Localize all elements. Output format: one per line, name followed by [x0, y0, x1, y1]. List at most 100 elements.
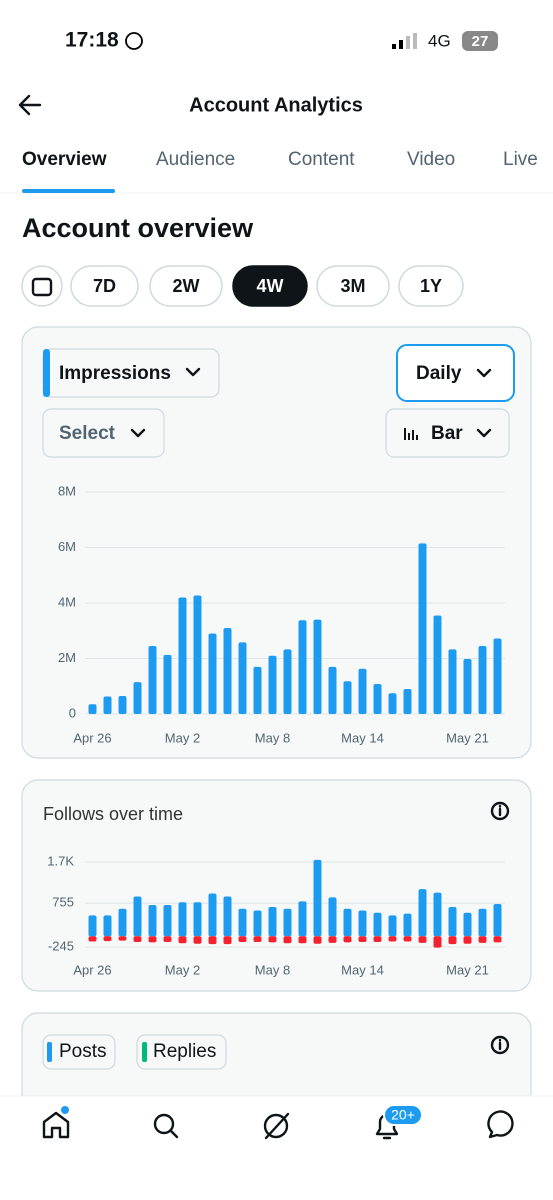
battery-level: 27 — [472, 33, 489, 50]
bar — [118, 936, 127, 941]
clock: 17:18 — [65, 29, 119, 52]
y-tick-label: 2M — [58, 650, 76, 665]
badge — [383, 1104, 423, 1126]
bar — [328, 666, 337, 714]
bar — [403, 689, 412, 714]
bar — [478, 908, 487, 937]
bar — [343, 908, 352, 937]
bar — [193, 936, 202, 944]
x-tick-label: Apr 26 — [73, 730, 111, 745]
bar — [298, 936, 307, 944]
bar — [208, 936, 217, 945]
tab-indicator — [22, 189, 115, 193]
bar — [373, 684, 382, 714]
period-button[interactable] — [149, 265, 223, 307]
select-dropdown[interactable] — [42, 408, 165, 458]
x-tick-label: May 2 — [165, 962, 200, 977]
info-icon[interactable] — [490, 801, 510, 821]
bar — [118, 908, 127, 937]
back-button[interactable] — [18, 94, 42, 116]
bar — [133, 936, 142, 942]
x-tick-label: May 21 — [446, 962, 489, 977]
grok-tab[interactable] — [263, 1112, 290, 1140]
bar — [343, 681, 352, 714]
period-button[interactable] — [70, 265, 139, 307]
tab[interactable]: Live — [503, 149, 538, 170]
bar — [358, 668, 367, 714]
bar — [283, 936, 292, 944]
bar — [103, 936, 112, 942]
x-tick-label: May 21 — [446, 730, 489, 745]
metric-dropdown[interactable] — [42, 348, 220, 398]
bar — [418, 889, 427, 937]
focus-icon — [125, 32, 143, 50]
bar — [238, 642, 247, 714]
bar — [223, 896, 232, 937]
bar — [268, 655, 277, 714]
bottom-nav — [0, 1096, 553, 1200]
bar — [238, 936, 247, 942]
bar — [433, 615, 442, 714]
battery — [462, 31, 498, 51]
replies-legend[interactable] — [136, 1034, 227, 1070]
bar — [448, 649, 457, 714]
bar — [448, 907, 457, 937]
calendar-button[interactable] — [21, 265, 63, 307]
bar — [478, 936, 487, 943]
bar — [253, 936, 262, 942]
bar — [238, 908, 247, 937]
x-tick-label: May 14 — [341, 730, 384, 745]
bar — [418, 936, 427, 943]
bar — [133, 896, 142, 937]
tab[interactable]: Content — [288, 149, 355, 170]
tab[interactable]: Overview — [22, 149, 107, 170]
tab[interactable]: Video — [407, 149, 455, 170]
bar — [223, 627, 232, 714]
x-tick-label: May 8 — [255, 962, 290, 977]
bar — [88, 936, 97, 942]
info-icon[interactable] — [490, 1035, 510, 1055]
period-button[interactable] — [398, 265, 464, 307]
bar — [178, 936, 187, 944]
bar — [88, 915, 97, 937]
chart-title: Follows over time — [43, 804, 183, 824]
period-button[interactable] — [232, 265, 308, 307]
tab[interactable]: Audience — [156, 149, 235, 170]
bar — [433, 892, 442, 937]
y-tick-label: 4M — [58, 594, 76, 609]
bar — [313, 936, 322, 944]
interval-dropdown[interactable] — [396, 344, 515, 402]
bar — [88, 704, 97, 714]
section-title: Account overview — [22, 213, 254, 243]
badge-count: 20+ — [391, 1107, 415, 1123]
period-button[interactable] — [316, 265, 390, 307]
messages-tab[interactable] — [487, 1110, 514, 1139]
y-tick-label: -245 — [48, 938, 74, 953]
bar — [463, 936, 472, 944]
bar — [253, 910, 262, 937]
bar — [328, 897, 337, 937]
bar — [463, 912, 472, 937]
search-tab[interactable] — [153, 1113, 179, 1139]
select-label: Select — [59, 423, 116, 444]
y-tick-label: 6M — [58, 539, 76, 554]
x-tick-label: May 14 — [341, 962, 384, 977]
chart-style-label: Bar — [431, 423, 463, 444]
chart-style-dropdown[interactable] — [385, 408, 510, 458]
bar — [448, 936, 457, 945]
home-tab[interactable] — [42, 1111, 70, 1139]
bar — [103, 915, 112, 937]
x-tick-label: May 2 — [165, 730, 200, 745]
bar — [388, 693, 397, 714]
bar — [253, 666, 262, 714]
x-tick-label: Apr 26 — [73, 962, 111, 977]
bar — [463, 659, 472, 714]
network: 4G — [428, 31, 451, 50]
bar — [178, 597, 187, 714]
y-tick-label: 8M — [58, 483, 76, 498]
bar — [388, 915, 397, 937]
posts-legend[interactable] — [42, 1034, 116, 1070]
y-tick-label: 755 — [52, 895, 74, 910]
bar — [283, 649, 292, 714]
